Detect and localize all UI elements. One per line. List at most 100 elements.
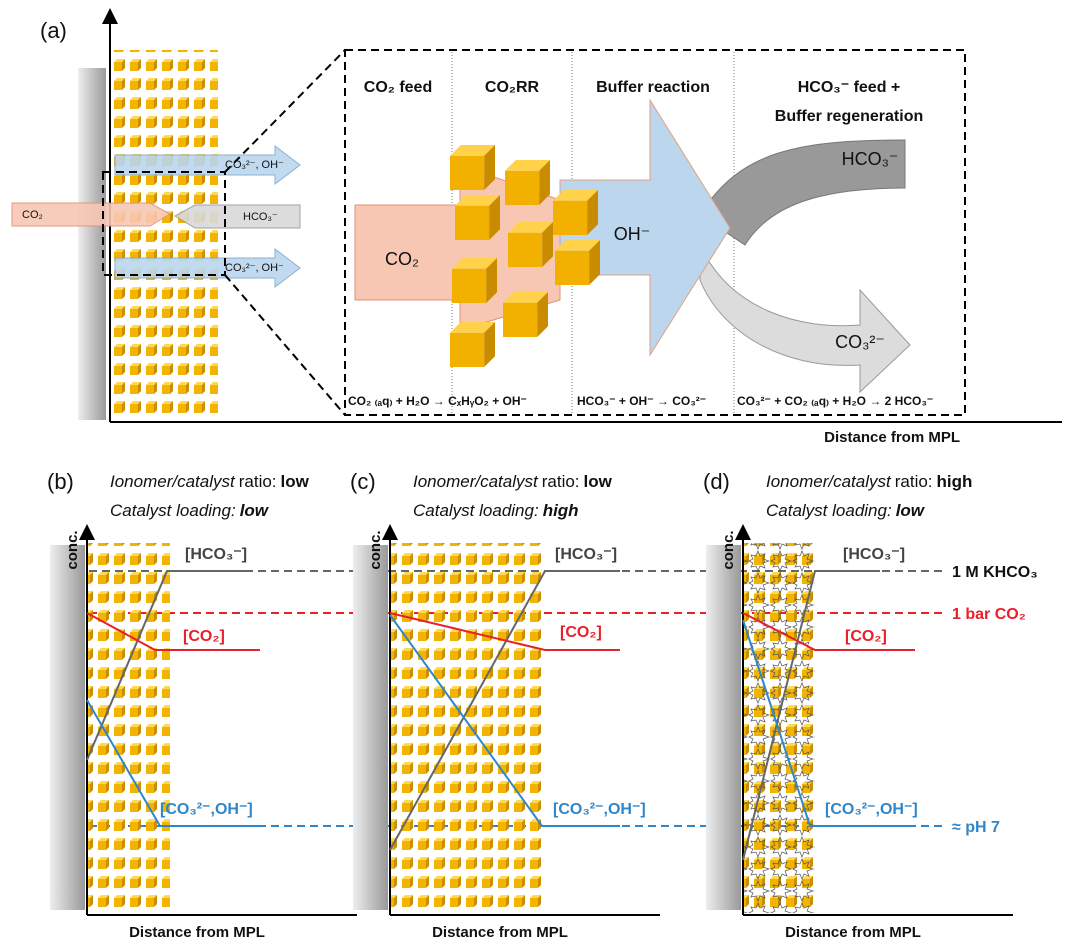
panel-a: (a) Distance from MPL CO₃²⁻, OH⁻ CO₂ HCO… [11, 8, 1062, 446]
zoom-view-part [553, 190, 598, 235]
zone-header: Buffer reaction [596, 79, 710, 96]
arrow-label: CO₂ [385, 249, 419, 269]
zone-header: Buffer regeneration [775, 108, 923, 125]
loading-value: high [543, 501, 579, 520]
ratio-word: ratio: [239, 472, 277, 491]
loading-text: Catalyst loading: high [413, 501, 579, 520]
x-axis-label: Distance from MPL [432, 924, 568, 941]
arrow-label: HCO₃⁻ [243, 211, 278, 223]
curve-label: [HCO₃⁻] [555, 546, 617, 563]
profile-panel: (c) Ionomer/catalyst ratio: low Catalyst loa… [350, 469, 660, 941]
zoom-view-part [503, 292, 548, 337]
y-axis-label: conc. [64, 530, 81, 569]
oh-profile [389, 614, 620, 827]
curve-label: [CO₃²⁻,OH⁻] [553, 801, 646, 818]
plate [78, 68, 106, 420]
zone-header: HCO₃⁻ feed + [798, 79, 901, 96]
loading-term: Catalyst loading: [766, 501, 892, 520]
panel-label: (a) [40, 18, 67, 43]
zone-header: CO₂ feed [364, 79, 432, 96]
equation: HCO₃⁻ + OH⁻ → CO₃²⁻ [577, 394, 706, 408]
co2-profile [389, 612, 620, 651]
equation: CO₂ ₍ₐq₎ + H₂O → CₓHᵧO₂ + OH⁻ [348, 394, 527, 408]
zoom-view-part [452, 258, 497, 303]
zone-header: CO₂RR [485, 79, 540, 96]
loading-value: low [240, 501, 270, 520]
equation: CO₃²⁻ + CO₂ ₍ₐq₎ + H₂O → 2 HCO₃⁻ [737, 394, 933, 408]
x-axis-label: Distance from MPL [785, 924, 921, 941]
curve-label: [CO₃²⁻,OH⁻] [160, 801, 253, 818]
plate [706, 545, 741, 910]
catalyst-layer [88, 543, 170, 913]
zoom-line [224, 49, 346, 173]
ratio-value: low [281, 472, 310, 491]
ratio-value: low [584, 472, 613, 491]
ionomer [744, 543, 815, 913]
zoom-line [224, 274, 346, 416]
overview-arrows: CO₃²⁻, OH⁻ CO₂ HCO₃⁻ CO₃²⁻, OH⁻ [11, 144, 301, 289]
arrow-label: CO₃²⁻, OH⁻ [225, 159, 284, 171]
y-axis-label: conc. [367, 530, 384, 569]
oh-profile [742, 619, 915, 827]
oh-profile [86, 699, 262, 827]
reference-label: ≈ pH 7 [952, 819, 1000, 836]
panel-label: (d) [703, 469, 730, 494]
curve-label: [HCO₃⁻] [185, 546, 247, 563]
arrow-label: OH⁻ [614, 224, 651, 244]
co2-profile [86, 612, 260, 651]
zoom-view-part [505, 160, 550, 205]
zoom-view-part [455, 195, 500, 240]
curve-label: [CO₃²⁻,OH⁻] [825, 801, 918, 818]
x-axis-label: Distance from MPL [129, 924, 265, 941]
hco3-profile [742, 570, 880, 861]
ratio-text: Ionomer/catalyst ratio: low [110, 472, 310, 491]
zoom-view-part [555, 240, 600, 285]
ratio-term: Ionomer/catalyst [766, 472, 892, 491]
ratio-word: ratio: [542, 472, 580, 491]
curve-label: [CO₂] [845, 628, 887, 645]
zoom-view-part [699, 244, 911, 394]
zoom-view-part [450, 145, 495, 190]
arrow-label: CO₂ [22, 209, 43, 221]
ratio-value: high [937, 472, 973, 491]
plate [353, 545, 388, 910]
loading-term: Catalyst loading: [110, 501, 236, 520]
ratio-text: Ionomer/catalyst ratio: high [766, 472, 972, 491]
ratio-word: ratio: [895, 472, 933, 491]
loading-text: Catalyst loading: low [766, 501, 926, 520]
zoom-view-part [354, 164, 561, 331]
catalyst-layer [110, 50, 218, 418]
overview-arrows-part [114, 247, 301, 289]
curve-label: [CO₂] [560, 624, 602, 641]
ratio-term: Ionomer/catalyst [413, 472, 539, 491]
hco3-profile [389, 570, 620, 851]
zoom-view-part [450, 322, 495, 367]
overview-arrows-part [173, 204, 301, 229]
curve-label: [HCO₃⁻] [843, 546, 905, 563]
x-axis-label: Distance from MPL [824, 429, 960, 446]
reference-label: 1 bar CO₂ [952, 606, 1026, 623]
overview-arrows-part [114, 144, 301, 186]
catalyst-layer [391, 543, 545, 913]
curve-label: [CO₂] [183, 628, 225, 645]
arrow-label: HCO₃⁻ [842, 149, 899, 169]
y-axis-label: conc. [720, 530, 737, 569]
loading-term: Catalyst loading: [413, 501, 539, 520]
co2-profile [742, 612, 915, 651]
profile-panel: (d) Ionomer/catalyst ratio: high Catalyst lo… [703, 469, 1013, 941]
zoom-view-part [699, 139, 906, 246]
ratio-text: Ionomer/catalyst ratio: low [413, 472, 613, 491]
loading-value: low [896, 501, 926, 520]
ratio-term: Ionomer/catalyst [110, 472, 236, 491]
plate [50, 545, 85, 910]
overview-arrows-part [11, 202, 172, 227]
zoom-box [102, 171, 226, 276]
hco3-profile [86, 570, 245, 761]
loading-text: Catalyst loading: low [110, 501, 270, 520]
panel-label: (b) [47, 469, 74, 494]
